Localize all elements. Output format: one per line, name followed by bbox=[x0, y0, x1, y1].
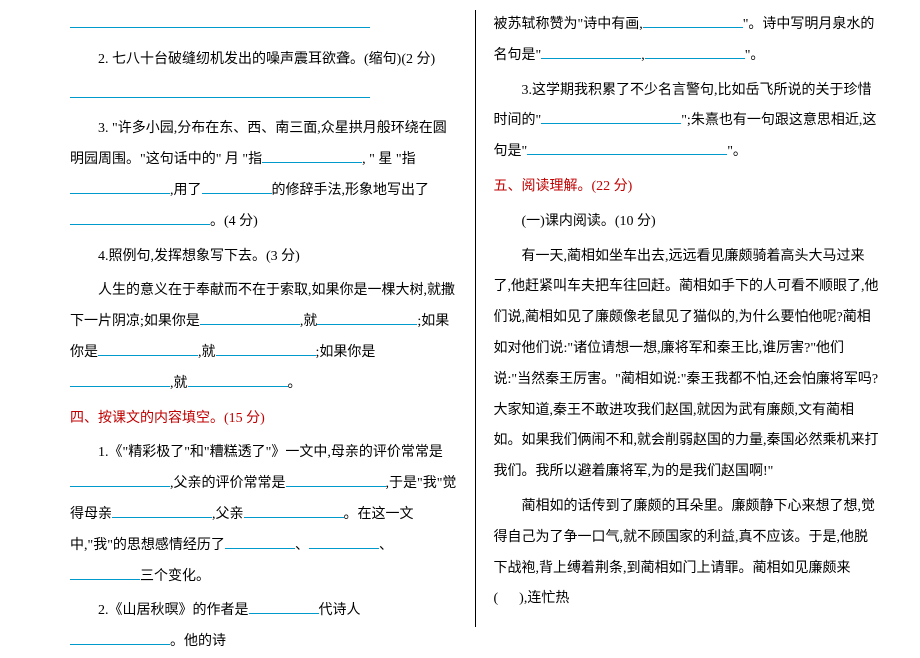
answer-blank bbox=[112, 503, 212, 518]
s4-q2: 2.《山居秋暝》的作者是 代诗人。他的诗 bbox=[70, 596, 457, 658]
q3-part5: 。(4 分) bbox=[210, 214, 258, 229]
section-4-heading: 四、按课文的内容填空。(15 分) bbox=[70, 404, 457, 435]
r-q3: 3.这学期我积累了不少名言警句,比如岳飞所说的关于珍惜时间的"";朱熹也有一句跟… bbox=[494, 76, 881, 168]
s4q2-p2: 代诗人 bbox=[319, 603, 361, 618]
section-5-heading: 五、阅读理解。(22 分) bbox=[494, 172, 881, 203]
answer-blank bbox=[70, 472, 170, 487]
s4q1-p7: 、 bbox=[379, 538, 393, 553]
q3-part2: , " 星 "指 bbox=[362, 152, 415, 167]
left-column: 2. 七八十台破缝纫机发出的噪声震耳欲聋。(缩句)(2 分) 3. "许多小园,… bbox=[70, 10, 475, 627]
answer-blank bbox=[70, 82, 370, 97]
q3-part4: 的修辞手法,形象地写出了 bbox=[272, 183, 430, 198]
answer-blank bbox=[70, 179, 170, 194]
section-4-heading-text: 四、按课文的内容填空。(15 分) bbox=[70, 411, 265, 426]
passage-p2b: ),连忙热 bbox=[519, 591, 569, 606]
answer-blank bbox=[286, 472, 386, 487]
s4q1-p2: ,父亲的评价常常是 bbox=[170, 476, 286, 491]
q2-label: 2. 七八十台破缝纫机发出的噪声震耳欲聋。(缩句)(2 分) bbox=[98, 52, 435, 67]
answer-blank bbox=[70, 13, 370, 28]
answer-blank bbox=[309, 533, 379, 548]
answer-blank bbox=[188, 371, 288, 386]
answer-blank bbox=[527, 140, 727, 155]
sec5-sub1: (一)课内阅读。(10 分) bbox=[494, 207, 881, 238]
answer-blank bbox=[70, 564, 140, 579]
q3-text: 3. "许多小园,分布在东、西、南三面,众星拱月般环绕在圆明园周围。"这句话中的… bbox=[70, 114, 457, 237]
answer-blank bbox=[200, 310, 300, 325]
s4q1-p1: 1.《"精彩极了"和"糟糕透了"》一文中,母亲的评价常常是 bbox=[98, 445, 443, 460]
answer-blank bbox=[202, 179, 272, 194]
answer-blank bbox=[70, 209, 210, 224]
cont-text: 被苏轼称赞为"诗中有画,"。诗中写明月泉水的名句是","。 bbox=[494, 10, 881, 72]
q2-text: 2. 七八十台破缝纫机发出的噪声震耳欲聋。(缩句)(2 分) bbox=[70, 45, 457, 76]
cont-p1: 被苏轼称赞为"诗中有画, bbox=[494, 17, 643, 32]
q4-part4: ,就 bbox=[198, 345, 216, 360]
q4-title: 4.照例句,发挥想象写下去。(3 分) bbox=[70, 242, 457, 273]
answer-blank bbox=[541, 109, 681, 124]
q4-part7: 。 bbox=[288, 376, 302, 391]
answer-blank bbox=[216, 341, 316, 356]
q4-body: 人生的意义在于奉献而不在于索取,如果你是一棵大树,就撒下一片阴凉;如果你是,就;… bbox=[70, 276, 457, 399]
cont-p4: "。 bbox=[745, 48, 765, 63]
q4-part6: ,就 bbox=[170, 376, 188, 391]
answer-blank bbox=[244, 503, 344, 518]
s4q2-p1: 2.《山居秋暝》的作者是 bbox=[98, 603, 249, 618]
passage-p1-text: 有一天,蔺相如坐车出去,远远看见廉颇骑着高头大马过来了,他赶紧叫车夫把车往回赶。… bbox=[494, 249, 879, 480]
q3-part3: ,用了 bbox=[170, 183, 202, 198]
right-column: 被苏轼称赞为"诗中有画,"。诗中写明月泉水的名句是","。 3.这学期我积累了不… bbox=[476, 10, 881, 627]
s4q1-p8: 三个变化。 bbox=[140, 569, 210, 584]
s4q1-p6: 、 bbox=[295, 538, 309, 553]
blank-line-1 bbox=[70, 10, 457, 41]
blank-line-2 bbox=[70, 80, 457, 111]
s4q2-p3: 。他的诗 bbox=[170, 634, 226, 649]
q4-part5: ;如果你是 bbox=[316, 345, 376, 360]
answer-blank bbox=[225, 533, 295, 548]
answer-blank bbox=[317, 310, 417, 325]
answer-blank bbox=[541, 43, 641, 58]
answer-blank bbox=[643, 13, 743, 28]
s4q1-p4: ,父亲 bbox=[212, 507, 244, 522]
answer-blank bbox=[645, 43, 745, 58]
answer-blank bbox=[98, 341, 198, 356]
s4-q1: 1.《"精彩极了"和"糟糕透了"》一文中,母亲的评价常常是,父亲的评价常常是,于… bbox=[70, 438, 457, 592]
section-5-heading-text: 五、阅读理解。(22 分) bbox=[494, 179, 633, 194]
answer-blank bbox=[249, 599, 319, 614]
passage-p1: 有一天,蔺相如坐车出去,远远看见廉颇骑着高头大马过来了,他赶紧叫车夫把车往回赶。… bbox=[494, 242, 881, 488]
answer-blank bbox=[70, 371, 170, 386]
answer-blank bbox=[262, 148, 362, 163]
rq3-p3: "。 bbox=[727, 144, 747, 159]
q4-part2: ,就 bbox=[300, 314, 318, 329]
sec5-sub1-text: (一)课内阅读。(10 分) bbox=[522, 214, 656, 229]
q4-title-text: 4.照例句,发挥想象写下去。(3 分) bbox=[98, 249, 300, 264]
passage-p2: 蔺相如的话传到了廉颇的耳朵里。廉颇静下心来想了想,觉得自己为了争一口气,就不顾国… bbox=[494, 492, 881, 615]
page-root: 2. 七八十台破缝纫机发出的噪声震耳欲聋。(缩句)(2 分) 3. "许多小园,… bbox=[0, 0, 920, 637]
answer-blank bbox=[70, 630, 170, 645]
